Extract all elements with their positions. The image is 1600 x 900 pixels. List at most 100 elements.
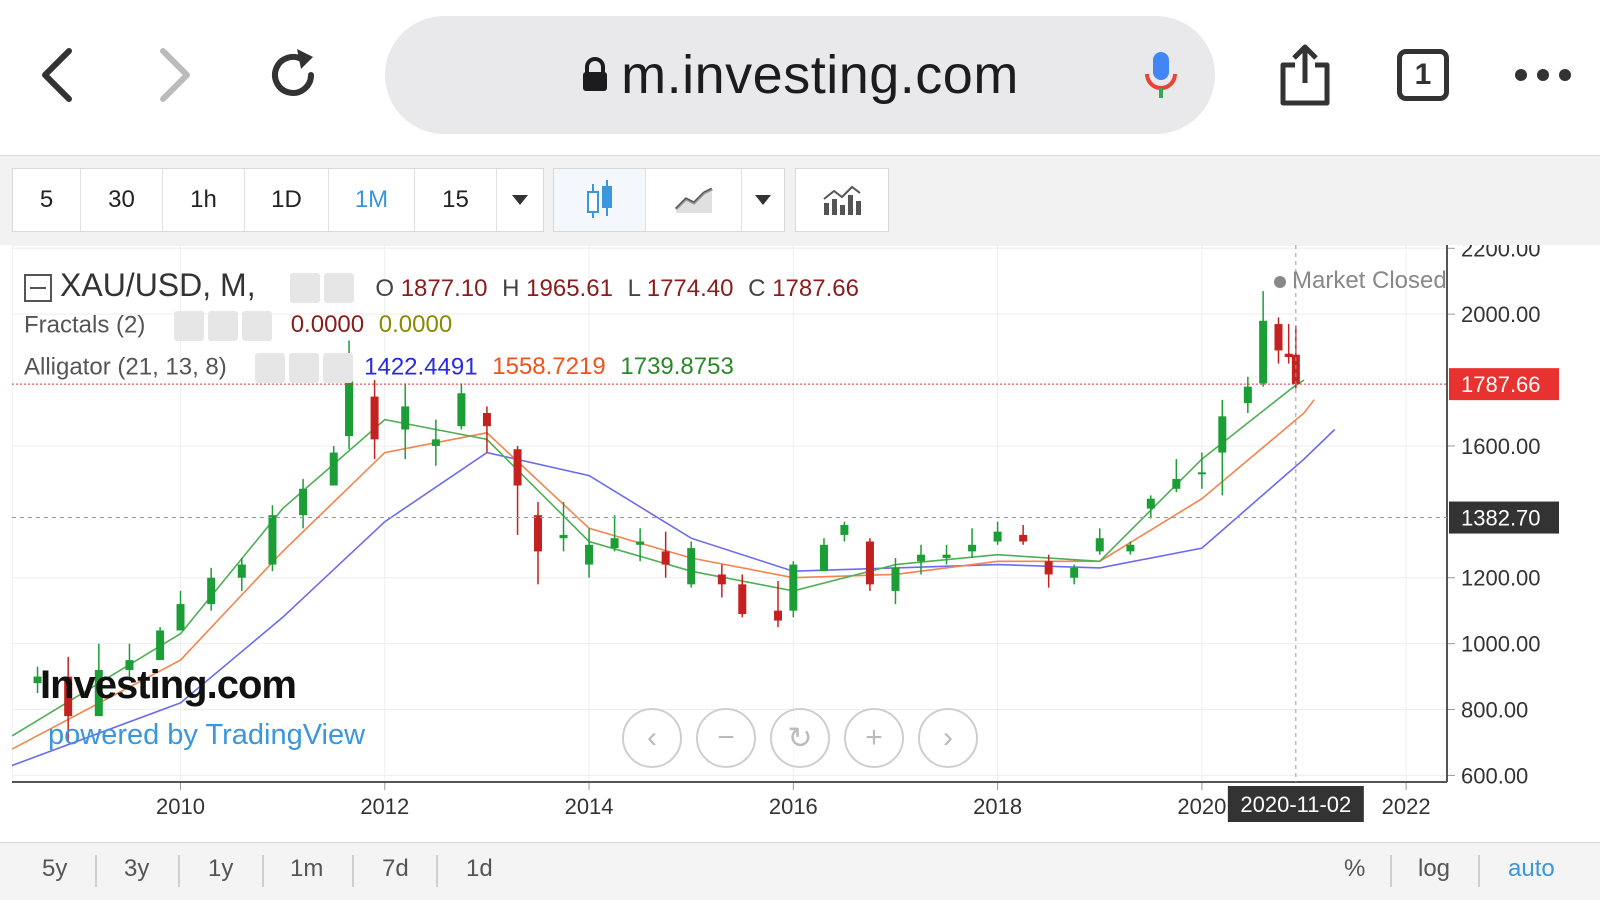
candle-body bbox=[661, 551, 670, 565]
candles bbox=[33, 291, 1300, 743]
open-label: O bbox=[375, 275, 395, 302]
auto-toggle[interactable]: auto bbox=[1508, 855, 1555, 882]
forward-button[interactable] bbox=[140, 40, 210, 110]
tabs-button[interactable]: 1 bbox=[1388, 40, 1458, 110]
zoom-out-button[interactable]: − bbox=[696, 708, 756, 768]
close-value: 1787.66 bbox=[772, 275, 859, 302]
interval-15[interactable]: 15 bbox=[415, 169, 497, 231]
x-tick-label: 2012 bbox=[360, 794, 409, 819]
close-icon[interactable] bbox=[323, 353, 354, 383]
crosshair-date-label: 2020-11-02 bbox=[1240, 792, 1351, 817]
alligator-legend: Alligator (21, 13, 8) 1422.4491 1558.721… bbox=[24, 353, 734, 383]
gear-icon[interactable] bbox=[324, 272, 355, 303]
close-label: C bbox=[748, 275, 766, 302]
range-3y[interactable]: 3y bbox=[124, 855, 150, 882]
reload-button[interactable] bbox=[258, 40, 328, 110]
gear-icon[interactable] bbox=[208, 311, 239, 341]
eye-icon[interactable] bbox=[174, 311, 205, 341]
chart-area[interactable]: 2200.00 2000.00 1600.00 1200.00 1000.00 800.0… bbox=[12, 245, 1600, 842]
more-icon bbox=[1515, 69, 1571, 81]
microphone-icon[interactable] bbox=[1143, 50, 1179, 102]
candle-body bbox=[819, 544, 828, 572]
line-chart-icon bbox=[674, 187, 713, 213]
candle-body bbox=[1284, 353, 1293, 358]
chart-type-dropdown[interactable] bbox=[742, 169, 784, 231]
share-button[interactable] bbox=[1270, 40, 1340, 110]
collapse-icon[interactable] bbox=[24, 273, 52, 302]
interval-label: 1D bbox=[271, 186, 302, 213]
gear-icon[interactable] bbox=[289, 353, 320, 383]
reset-button[interactable]: ↻ bbox=[770, 708, 830, 768]
divider bbox=[436, 855, 438, 887]
interval-label: 5 bbox=[39, 186, 54, 213]
scroll-left-button[interactable]: ‹ bbox=[622, 708, 682, 768]
candle-body bbox=[840, 525, 849, 535]
x-tick-label: 2022 bbox=[1382, 794, 1431, 819]
candlestick-button[interactable] bbox=[554, 169, 646, 231]
alligator-lips-value: 1739.8753 bbox=[620, 353, 734, 381]
x-tick-label: 2010 bbox=[156, 794, 205, 819]
range-1y[interactable]: 1y bbox=[208, 855, 234, 882]
alligator-jaw-value: 1422.4491 bbox=[364, 353, 478, 381]
crosshair-price-tag bbox=[1449, 501, 1559, 534]
zoom-in-button[interactable]: + bbox=[844, 708, 904, 768]
candle-body bbox=[738, 584, 747, 614]
range-1d[interactable]: 1d bbox=[466, 855, 493, 882]
candle-body bbox=[865, 541, 874, 585]
range-5y[interactable]: 5y bbox=[42, 855, 68, 882]
interval-30[interactable]: 30 bbox=[81, 169, 163, 231]
interval-1h[interactable]: 1h bbox=[163, 169, 245, 231]
y-tick-label: 2000.00 bbox=[1461, 302, 1541, 327]
x-tick-label: 2014 bbox=[565, 794, 614, 819]
y-tick-label: 1000.00 bbox=[1461, 632, 1541, 657]
chevron-down-icon bbox=[512, 195, 528, 205]
symbol-legend: XAU/USD, M, O 1877.10 H 1965.61 L 1774.4… bbox=[24, 267, 859, 304]
interval-group: 5 30 1h 1D 1M 15 bbox=[12, 168, 544, 232]
tabs-icon: 1 bbox=[1397, 49, 1449, 101]
candle-body bbox=[431, 439, 440, 446]
eye-icon[interactable] bbox=[255, 353, 286, 383]
symbol-title: XAU/USD, M, bbox=[60, 267, 256, 303]
chart-type-group bbox=[553, 168, 785, 232]
logo-text: Investing.com bbox=[40, 663, 297, 707]
high-value: 1965.61 bbox=[526, 275, 613, 302]
alligator-teeth-value: 1558.7219 bbox=[492, 353, 606, 381]
alligator-label: Alligator (21, 13, 8) bbox=[24, 353, 227, 381]
back-button[interactable] bbox=[22, 40, 92, 110]
candle-body bbox=[33, 676, 42, 684]
y-tick-label: 1600.00 bbox=[1461, 434, 1541, 459]
candle-body bbox=[1291, 354, 1300, 385]
scroll-right-button[interactable]: › bbox=[918, 708, 978, 768]
indicators-button[interactable] bbox=[796, 169, 888, 231]
low-label: L bbox=[627, 275, 641, 302]
interval-5[interactable]: 5 bbox=[13, 169, 81, 231]
candle-body bbox=[993, 531, 1002, 542]
interval-label: 15 bbox=[442, 186, 469, 213]
interval-dropdown[interactable] bbox=[497, 169, 543, 231]
candle-body bbox=[1243, 386, 1252, 404]
address-bar[interactable]: m.investing.com bbox=[385, 16, 1215, 134]
candle-body bbox=[401, 406, 410, 430]
candlestick-icon bbox=[586, 180, 612, 218]
percent-toggle[interactable]: % bbox=[1344, 855, 1366, 882]
close-icon[interactable] bbox=[242, 311, 273, 341]
reset-icon: ↻ bbox=[787, 721, 813, 755]
fractals-label: Fractals (2) bbox=[24, 311, 146, 339]
crosshair-date-tag bbox=[1227, 786, 1364, 822]
line-chart-button[interactable] bbox=[646, 169, 742, 231]
range-7d[interactable]: 7d bbox=[382, 855, 409, 882]
open-value: 1877.10 bbox=[400, 275, 488, 302]
more-button[interactable] bbox=[1508, 40, 1578, 110]
candle-body bbox=[533, 515, 542, 552]
range-1m[interactable]: 1m bbox=[290, 855, 324, 882]
candle-body bbox=[207, 577, 216, 605]
interval-1m[interactable]: 1M bbox=[329, 169, 415, 231]
candle-body bbox=[345, 373, 354, 437]
candle-body bbox=[94, 669, 103, 717]
market-status-text: Market Closed bbox=[1292, 267, 1447, 294]
status-dot-icon bbox=[1274, 275, 1286, 288]
interval-1d[interactable]: 1D bbox=[245, 169, 329, 231]
log-toggle[interactable]: log bbox=[1418, 855, 1451, 882]
eye-icon[interactable] bbox=[290, 272, 321, 303]
price-chart[interactable]: 2200.00 2000.00 1600.00 1200.00 1000.00 800.0… bbox=[12, 245, 1600, 842]
